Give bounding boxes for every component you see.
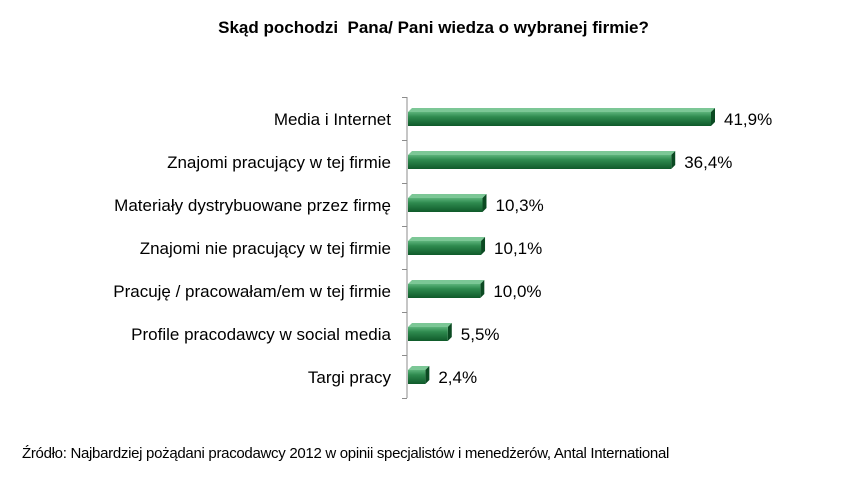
value-label: 10,3% <box>495 196 543 215</box>
bar-top-face <box>408 108 715 112</box>
bar-top-face <box>408 366 430 370</box>
bar <box>408 366 430 384</box>
bar-side-face <box>447 323 452 341</box>
category-label: Targi pracy <box>308 368 392 387</box>
bar-top-face <box>408 151 676 155</box>
bar-top-face <box>408 237 486 241</box>
bar-side-face <box>481 237 486 255</box>
chart-title: Skąd pochodzi Pana/ Pani wiedza o wybran… <box>218 18 649 37</box>
value-label: 10,1% <box>494 239 542 258</box>
bar <box>408 108 715 126</box>
bar-front-face <box>408 284 481 298</box>
bar-side-face <box>480 280 485 298</box>
bar <box>408 151 676 169</box>
category-label: Media i Internet <box>274 110 391 129</box>
bar-front-face <box>408 155 672 169</box>
value-label: 2,4% <box>438 368 477 387</box>
bar <box>408 237 486 255</box>
value-label: 10,0% <box>493 282 541 301</box>
category-label: Pracuję / pracowałam/em w tej firmie <box>113 282 391 301</box>
value-label: 41,9% <box>724 110 772 129</box>
bar-front-face <box>408 241 482 255</box>
value-label: 5,5% <box>461 325 500 344</box>
bar-side-face <box>425 366 430 384</box>
bar-side-face <box>671 151 676 169</box>
bar-front-face <box>408 370 426 384</box>
source-note: Źródło: Najbardziej pożądani pracodawcy … <box>22 445 670 462</box>
value-label: 36,4% <box>684 153 732 172</box>
bar-side-face <box>482 194 487 212</box>
bar-front-face <box>408 198 483 212</box>
bar-top-face <box>408 323 452 327</box>
bar-top-face <box>408 194 487 198</box>
category-label: Profile pracodawcy w social media <box>131 325 391 344</box>
bar <box>408 280 485 298</box>
bar-front-face <box>408 112 711 126</box>
category-label: Znajomi nie pracujący w tej firmie <box>140 239 391 258</box>
category-label: Materiały dystrybuowane przez firmę <box>114 196 391 215</box>
bar-side-face <box>711 108 715 126</box>
bar-front-face <box>408 327 448 341</box>
bar <box>408 323 452 341</box>
bar <box>408 194 487 212</box>
bar-top-face <box>408 280 485 284</box>
category-label: Znajomi pracujący w tej firmie <box>167 153 391 172</box>
